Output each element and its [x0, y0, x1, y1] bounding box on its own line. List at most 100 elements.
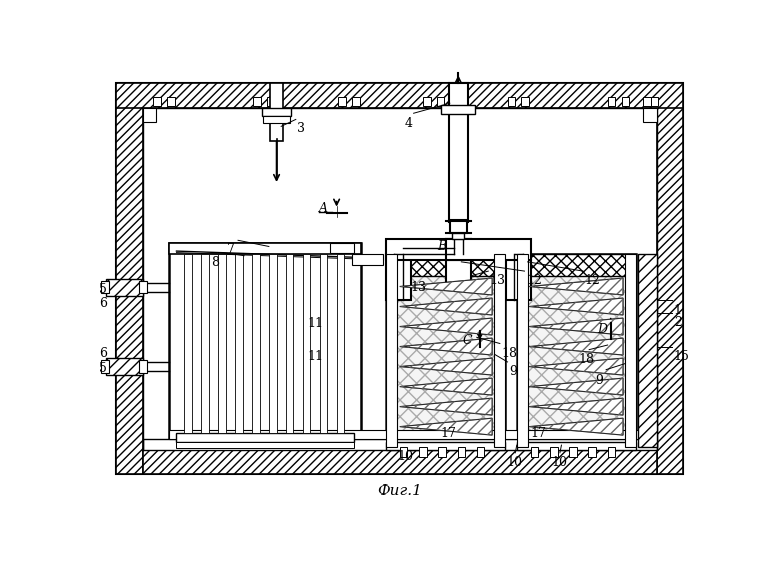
Bar: [639, 254, 657, 447]
Bar: [143, 439, 657, 450]
Bar: [339, 97, 346, 106]
Bar: [517, 254, 636, 447]
Bar: [386, 239, 470, 260]
Bar: [550, 447, 558, 457]
Text: 9: 9: [509, 365, 517, 378]
Text: 10: 10: [551, 456, 567, 469]
Bar: [285, 254, 293, 433]
Text: 2: 2: [674, 316, 682, 329]
Bar: [235, 254, 243, 433]
Bar: [437, 97, 445, 106]
Bar: [262, 108, 291, 116]
Polygon shape: [399, 358, 492, 375]
Text: 5: 5: [99, 283, 108, 297]
Bar: [168, 429, 649, 439]
Bar: [264, 116, 289, 123]
Bar: [167, 97, 175, 106]
Polygon shape: [529, 358, 623, 375]
Bar: [154, 97, 161, 106]
Bar: [446, 239, 530, 260]
Bar: [517, 254, 636, 276]
Text: 7: 7: [226, 243, 234, 257]
Bar: [521, 97, 529, 106]
Text: 15: 15: [674, 350, 690, 362]
Polygon shape: [529, 298, 623, 315]
Polygon shape: [529, 278, 623, 295]
Bar: [140, 281, 147, 294]
Polygon shape: [399, 318, 492, 335]
Bar: [201, 254, 209, 433]
Polygon shape: [529, 338, 623, 355]
Text: 11: 11: [307, 350, 324, 364]
Bar: [530, 447, 538, 457]
Bar: [116, 83, 683, 108]
Bar: [116, 83, 143, 475]
Bar: [337, 254, 344, 433]
Polygon shape: [529, 378, 623, 395]
Bar: [386, 276, 505, 447]
Bar: [386, 254, 505, 276]
Bar: [303, 254, 310, 433]
Bar: [386, 254, 505, 447]
Text: 17: 17: [441, 427, 456, 440]
Text: 3: 3: [297, 122, 305, 135]
Bar: [271, 83, 282, 141]
Bar: [477, 447, 484, 457]
Text: A: A: [319, 202, 328, 215]
Bar: [101, 361, 108, 373]
Bar: [622, 97, 629, 106]
Text: 5: 5: [99, 362, 108, 375]
Polygon shape: [529, 318, 623, 335]
Polygon shape: [529, 398, 623, 415]
Text: 6: 6: [99, 297, 108, 310]
Text: 12: 12: [584, 274, 601, 287]
Bar: [450, 220, 466, 232]
Bar: [168, 243, 361, 442]
Bar: [626, 254, 636, 447]
Bar: [252, 254, 260, 433]
Bar: [352, 254, 383, 265]
Bar: [320, 254, 328, 433]
Bar: [386, 254, 410, 301]
Text: D: D: [597, 324, 607, 336]
Text: 1: 1: [674, 304, 682, 317]
Text: 8: 8: [211, 255, 219, 269]
Bar: [517, 276, 636, 447]
Bar: [517, 254, 527, 447]
Polygon shape: [399, 298, 492, 315]
Bar: [506, 254, 530, 301]
Polygon shape: [399, 398, 492, 415]
Text: 6: 6: [99, 347, 108, 360]
Text: 11: 11: [307, 317, 324, 330]
Bar: [608, 447, 615, 457]
Bar: [643, 108, 657, 122]
Text: 13: 13: [410, 281, 427, 294]
Bar: [352, 97, 360, 106]
Bar: [441, 105, 475, 114]
Bar: [643, 97, 651, 106]
Bar: [184, 254, 192, 433]
Polygon shape: [529, 418, 623, 435]
Bar: [386, 254, 397, 447]
Bar: [495, 254, 505, 447]
Bar: [517, 442, 636, 450]
Text: 12: 12: [526, 274, 542, 287]
Text: 13: 13: [489, 274, 505, 287]
Polygon shape: [399, 378, 492, 395]
Bar: [419, 447, 427, 457]
Bar: [101, 281, 108, 294]
Bar: [449, 83, 467, 222]
Bar: [569, 447, 577, 457]
Bar: [140, 361, 147, 373]
Bar: [254, 97, 261, 106]
Polygon shape: [399, 418, 492, 435]
Text: 17: 17: [530, 427, 547, 440]
Text: C: C: [463, 334, 473, 347]
Bar: [651, 97, 658, 106]
Bar: [458, 447, 465, 457]
Text: Фиг.1: Фиг.1: [378, 484, 422, 498]
Bar: [331, 243, 353, 253]
Bar: [268, 97, 275, 106]
Bar: [168, 243, 361, 254]
Bar: [399, 447, 407, 457]
